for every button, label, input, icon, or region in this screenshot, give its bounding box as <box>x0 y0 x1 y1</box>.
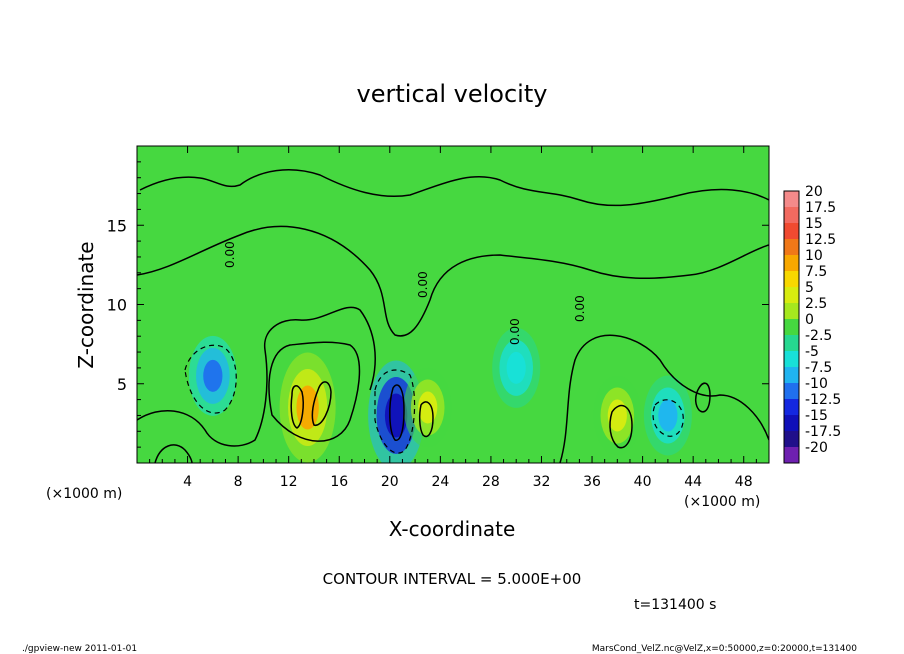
colorbar-swatch <box>784 207 799 223</box>
x-tick-label: 40 <box>634 474 652 490</box>
z-tick-label: 15 <box>107 216 127 235</box>
heatmap-feature-4 <box>593 375 642 456</box>
colorbar-label: 0 <box>805 312 814 328</box>
contour-interval-note: CONTOUR INTERVAL = 5.000E+00 <box>323 570 582 588</box>
colorbar-label: -20 <box>805 440 828 456</box>
contour-zero-low <box>137 306 376 447</box>
colorbar-swatch <box>784 239 799 255</box>
z-axis-label: Z-coordinate <box>74 241 98 368</box>
contour-label-1: 0.00 <box>223 241 237 268</box>
colorbar-swatch <box>784 223 799 239</box>
contour-label-3: 0.00 <box>508 318 522 345</box>
colorbar-label: 17.5 <box>805 200 836 216</box>
colorbar-label: -17.5 <box>805 424 841 440</box>
colorbar-label: -10 <box>805 376 828 392</box>
contour-zero-upper <box>139 169 769 207</box>
heatmap-cell <box>607 399 627 432</box>
x-tick-label: 4 <box>183 474 192 490</box>
x-axis-label: X-coordinate <box>389 517 516 541</box>
colorbar-swatch <box>784 319 799 335</box>
colorbar-label: -7.5 <box>805 360 832 376</box>
z-axis: 5 10 15 <box>107 161 769 448</box>
x-tick-label: 16 <box>330 474 348 490</box>
footer-right: MarsCond_VelZ.nc@VelZ,x=0:50000,z=0:2000… <box>592 644 857 654</box>
colorbar-swatch <box>784 191 799 207</box>
colorbar-label: 10 <box>805 248 823 264</box>
colorbar-label: 7.5 <box>805 264 827 280</box>
contour-ten-b <box>311 381 332 426</box>
heatmap-feature-6 <box>492 327 541 408</box>
colorbar-label: 20 <box>805 184 823 200</box>
z-tick-label: 5 <box>117 375 127 394</box>
contour-bottom-left <box>154 444 193 463</box>
colorbar-label: -2.5 <box>805 328 832 344</box>
x-unit-left: (×1000 m) <box>46 486 122 502</box>
x-tick-label: 24 <box>431 474 449 490</box>
contour-neg-right <box>652 399 684 437</box>
colorbar: 2017.51512.5107.552.50-2.5-5-7.5-10-12.5… <box>783 184 841 464</box>
x-unit-right: (×1000 m) <box>684 494 760 510</box>
contour-pos-small <box>418 401 434 438</box>
colorbar-swatch <box>784 383 799 399</box>
z-tick-label: 10 <box>107 296 127 315</box>
x-tick-label: 12 <box>280 474 298 490</box>
contour-label-2: 0.00 <box>416 271 430 298</box>
contour-neg-center <box>389 384 405 441</box>
heatmap-feature-0 <box>188 335 237 416</box>
contour-neg-mid <box>374 369 416 454</box>
x-tick-label: 44 <box>684 474 702 490</box>
colorbar-swatch <box>784 399 799 415</box>
colorbar-swatch <box>784 255 799 271</box>
contour-five-left <box>268 341 361 442</box>
contour-zero-right <box>559 334 769 463</box>
colorbar-label: 12.5 <box>805 232 836 248</box>
colorbar-label: 15 <box>805 216 823 232</box>
heatmap-feature-1 <box>279 352 336 463</box>
contour-pos-small2 <box>694 382 711 413</box>
contour-lines <box>137 169 769 463</box>
x-tick-label: 20 <box>381 474 399 490</box>
colorbar-swatch <box>784 431 799 447</box>
heatmap-cell <box>658 399 678 432</box>
colorbar-swatch <box>784 351 799 367</box>
contour-label-4: 0.00 <box>573 295 587 322</box>
x-tick-label: 32 <box>533 474 551 490</box>
contour-ten-a <box>290 385 304 429</box>
contour-neg-left <box>184 344 237 414</box>
x-tick-label: 8 <box>234 474 243 490</box>
x-tick-label: 36 <box>583 474 601 490</box>
heatmap-cell <box>506 351 526 384</box>
heatmap-feature-5 <box>643 375 692 456</box>
colorbar-swatch <box>784 287 799 303</box>
plot-area: 0.00 0.00 0.00 0.00 <box>136 145 770 464</box>
colorbar-swatch <box>784 271 799 287</box>
colorbar-frame <box>783 190 800 464</box>
contour-zero-main <box>137 225 769 337</box>
colorbar-swatch <box>784 447 799 463</box>
chart-title: vertical velocity <box>357 80 548 108</box>
colorbar-label: 2.5 <box>805 296 827 312</box>
colorbar-swatch <box>784 415 799 431</box>
x-tick-label: 28 <box>482 474 500 490</box>
heatmap-cell <box>203 359 223 392</box>
colorbar-label: -12.5 <box>805 392 841 408</box>
colorbar-label: -5 <box>805 344 819 360</box>
colorbar-swatch <box>784 335 799 351</box>
colorbar-swatch <box>784 367 799 383</box>
contour-pos-right <box>609 404 633 449</box>
x-tick-label: 48 <box>735 474 753 490</box>
x-axis: 4 8 12 16 20 24 28 32 36 40 44 48 <box>149 146 757 490</box>
colorbar-label: -15 <box>805 408 828 424</box>
time-label: t=131400 s <box>634 597 716 613</box>
colorbar-swatch <box>784 303 799 319</box>
footer-left: ./gpview-new 2011-01-01 <box>22 644 137 654</box>
colorbar-label: 5 <box>805 280 814 296</box>
